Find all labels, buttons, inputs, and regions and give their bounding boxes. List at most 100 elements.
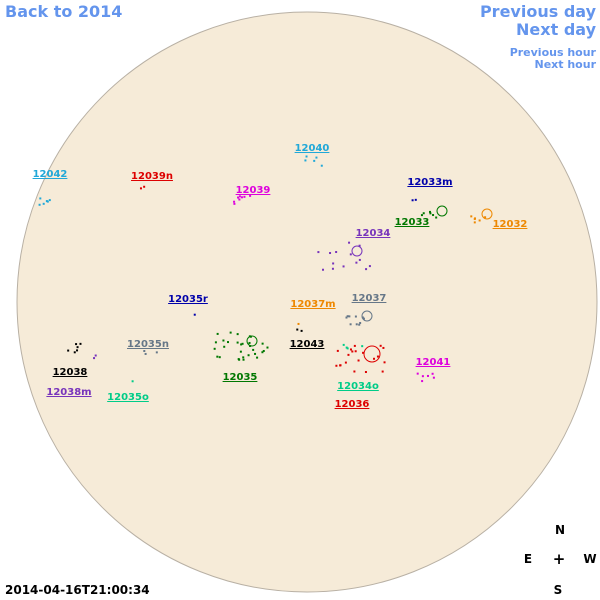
- next-hour-link[interactable]: Next hour: [535, 58, 597, 71]
- spot: [48, 199, 51, 202]
- compass-north: N: [555, 523, 565, 537]
- spot: [45, 200, 48, 203]
- spot: [317, 251, 320, 254]
- region-label: 12039n: [131, 171, 173, 182]
- region-label: 12033: [395, 217, 430, 228]
- spot: [435, 216, 438, 219]
- spot: [421, 375, 424, 378]
- spot: [223, 345, 226, 348]
- spot: [432, 376, 435, 379]
- spot: [361, 316, 364, 319]
- spot: [431, 372, 434, 375]
- spot: [241, 342, 244, 345]
- spot: [376, 355, 379, 358]
- spot: [429, 210, 432, 213]
- penumbra: [436, 205, 448, 217]
- spot: [131, 380, 134, 383]
- spot: [346, 347, 349, 350]
- spot: [304, 159, 307, 162]
- spot: [236, 333, 239, 336]
- sunspots: [38, 155, 493, 383]
- penumbra: [363, 345, 381, 363]
- spot: [416, 372, 419, 375]
- spot: [38, 203, 41, 206]
- spot: [359, 321, 362, 324]
- spot: [242, 356, 245, 359]
- spot: [432, 214, 435, 217]
- region-label: 12039: [236, 185, 271, 196]
- penumbra: [246, 335, 258, 347]
- spot: [216, 332, 219, 335]
- spot: [73, 351, 76, 354]
- region-label: 12034o: [337, 381, 379, 392]
- spot: [422, 212, 425, 215]
- region-label: 12033m: [407, 177, 452, 188]
- spot: [254, 352, 257, 355]
- region-label: 12043: [290, 339, 325, 350]
- spot: [67, 349, 70, 352]
- region-label: 12035n: [127, 339, 169, 350]
- penumbra: [361, 310, 373, 322]
- spot: [155, 351, 158, 354]
- spot: [478, 219, 481, 222]
- spot: [362, 317, 365, 320]
- spot: [353, 344, 356, 347]
- spot: [426, 374, 429, 377]
- spot: [315, 156, 318, 159]
- spot: [429, 212, 432, 215]
- spot: [261, 351, 264, 354]
- spot: [143, 350, 146, 353]
- spot: [249, 194, 252, 197]
- region-label: 12038: [53, 367, 88, 378]
- region-label: 12037: [352, 293, 387, 304]
- region-label: 12032: [493, 219, 528, 230]
- spot: [79, 342, 82, 345]
- spot: [331, 267, 334, 270]
- spot: [233, 202, 236, 205]
- region-label: 12035: [223, 372, 258, 383]
- spot: [193, 313, 196, 316]
- spot: [249, 335, 252, 338]
- spot: [373, 357, 376, 360]
- next-day-link[interactable]: Next day: [516, 20, 597, 39]
- spot: [345, 316, 348, 319]
- previous-hour-link[interactable]: Previous hour: [510, 46, 597, 59]
- spot: [411, 199, 414, 202]
- spot: [305, 155, 308, 158]
- spot: [248, 341, 251, 344]
- spot: [296, 328, 299, 331]
- penumbra: [351, 245, 363, 257]
- spot: [349, 348, 352, 351]
- spot: [354, 350, 357, 353]
- region-label: 12040: [295, 143, 330, 154]
- spot: [344, 361, 347, 364]
- spot: [349, 253, 352, 256]
- spot: [143, 185, 146, 188]
- compass-south: S: [554, 583, 563, 597]
- spot: [358, 244, 361, 247]
- spot: [355, 261, 358, 264]
- spot: [297, 322, 300, 325]
- spot: [357, 359, 360, 362]
- spot: [213, 347, 216, 350]
- spot: [243, 195, 246, 198]
- spot: [39, 197, 42, 200]
- spot: [354, 315, 357, 318]
- spot: [144, 352, 147, 355]
- region-label: 12034: [356, 228, 391, 239]
- spot: [339, 364, 342, 367]
- spot: [361, 345, 364, 348]
- penumbra: [481, 208, 493, 220]
- spot: [216, 355, 219, 358]
- spot: [222, 339, 225, 342]
- back-link[interactable]: Back to 2014: [5, 2, 122, 21]
- spot: [252, 348, 255, 351]
- solar-disk: [16, 11, 598, 593]
- spot: [383, 361, 386, 364]
- region-labels: 12042 12039n 12040 12039 12033m 12033 12032 120…: [33, 143, 528, 410]
- previous-day-link[interactable]: Previous day: [480, 2, 597, 21]
- spot: [238, 195, 241, 198]
- spot: [94, 354, 97, 357]
- region-label: 12035o: [107, 392, 149, 403]
